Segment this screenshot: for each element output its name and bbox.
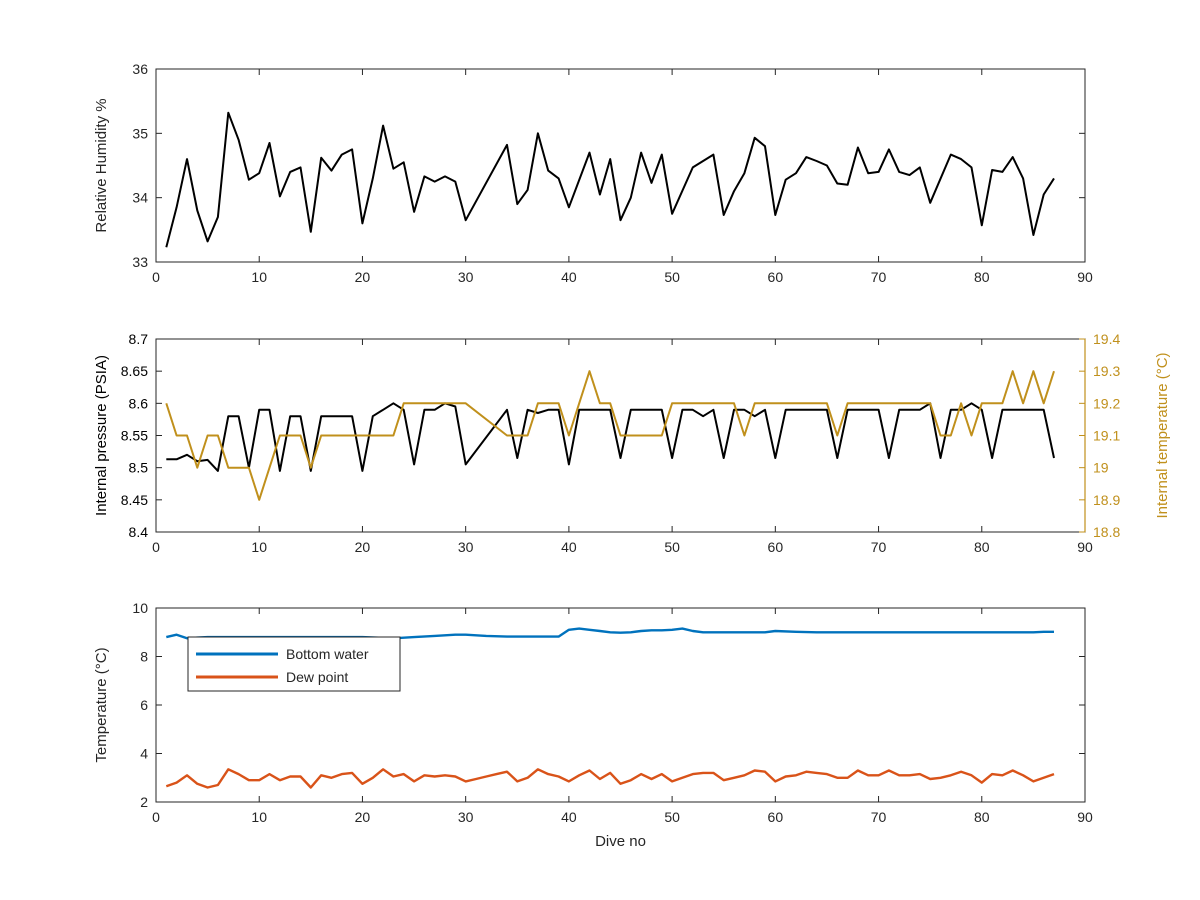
y-tick-label: 8.65 (121, 363, 148, 379)
y2-axis-label: Internal temperature (°C) (1154, 352, 1171, 518)
x-tick-label: 80 (974, 269, 990, 285)
x-tick-label: 10 (251, 809, 267, 825)
x-tick-label: 50 (664, 809, 680, 825)
y-tick-label: 8.5 (129, 460, 149, 476)
x-tick-label: 30 (458, 809, 474, 825)
y-tick-label: 35 (132, 125, 148, 141)
x-tick-label: 80 (974, 539, 990, 555)
y-tick-label: 8.7 (129, 331, 149, 347)
y-tick-label: 10 (132, 600, 148, 616)
x-tick-label: 20 (355, 809, 371, 825)
legend-entry: Bottom water (286, 646, 369, 662)
chart-panel-1: 0 10 20 30 40 50 60 70 80 90 33 34 35 36 Relative Humi… (93, 61, 1093, 285)
y-tick-label: 33 (132, 254, 148, 270)
y2-tick-label: 19.2 (1093, 395, 1120, 411)
y-tick-label: 34 (132, 190, 148, 206)
y-tick-label: 8.55 (121, 428, 148, 444)
legend-entry: Dew point (286, 669, 348, 685)
y-tick-label: 6 (140, 697, 148, 713)
y-axis-label: Relative Humidity % (93, 98, 110, 232)
y2-tick-label: 19.4 (1093, 331, 1120, 347)
y2-tick-label: 19.3 (1093, 363, 1120, 379)
y-tick-label: 8.4 (129, 524, 149, 540)
y2-tick-label: 18.8 (1093, 524, 1120, 540)
x-tick-label: 20 (355, 539, 371, 555)
y-tick-label: 36 (132, 61, 148, 77)
y2-tick-label: 18.9 (1093, 492, 1120, 508)
x-tick-label: 30 (458, 539, 474, 555)
x-tick-label: 40 (561, 269, 577, 285)
x-tick-label: 0 (152, 269, 160, 285)
y-tick-label: 8.6 (129, 395, 149, 411)
y-tick-label: 8.45 (121, 492, 148, 508)
chart-panel-3: 0 10 20 30 40 50 60 70 80 90 2 4 6 8 10 Temperature (°C… (93, 600, 1093, 850)
x-tick-label: 70 (871, 269, 887, 285)
x-tick-label: 30 (458, 269, 474, 285)
series-line-dew-point (165, 768, 1055, 789)
x-tick-label: 60 (768, 269, 784, 285)
x-tick-label: 90 (1077, 539, 1093, 555)
x-tick-label: 80 (974, 809, 990, 825)
x-tick-label: 90 (1077, 809, 1093, 825)
x-tick-label: 40 (561, 539, 577, 555)
x-tick-label: 40 (561, 809, 577, 825)
y-tick-label: 8 (140, 649, 148, 665)
legend: Bottom water Dew point (187, 636, 401, 692)
x-tick-label: 20 (355, 269, 371, 285)
y-tick-label: 4 (140, 746, 148, 762)
y2-tick-label: 19 (1093, 460, 1109, 476)
series-line-1 (165, 111, 1055, 248)
x-tick-label: 70 (871, 809, 887, 825)
series-line-2 (165, 370, 1055, 501)
x-tick-label: 50 (664, 539, 680, 555)
chart-panel-2: 0 10 20 30 40 50 60 70 80 90 8.4 8.45 8.5 8.55 8.6 8.65… (93, 331, 1171, 555)
y-axis-label: Internal pressure (PSIA) (93, 355, 110, 516)
x-tick-label: 50 (664, 269, 680, 285)
x-tick-label: 10 (251, 269, 267, 285)
x-tick-label: 0 (152, 809, 160, 825)
x-tick-label: 60 (768, 809, 784, 825)
x-tick-label: 10 (251, 539, 267, 555)
y-tick-label: 2 (140, 794, 148, 810)
x-tick-label: 0 (152, 539, 160, 555)
legend-box (187, 636, 401, 692)
x-axis-label: Dive no (595, 833, 646, 850)
y2-tick-label: 19.1 (1093, 428, 1120, 444)
x-tick-label: 70 (871, 539, 887, 555)
x-tick-label: 90 (1077, 269, 1093, 285)
x-tick-label: 60 (768, 539, 784, 555)
y-axis-label: Temperature (°C) (93, 647, 110, 762)
